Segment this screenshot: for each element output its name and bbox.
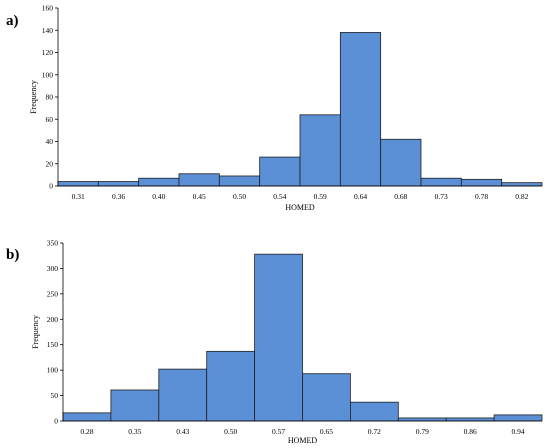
y-tick-label: 200	[47, 315, 59, 324]
x-tick-label: 0.86	[464, 427, 477, 436]
chart-panel-b: 0 50 100 150 200 250 300 350 0.28 0.35 0.43 0.50 0.5…	[6, 239, 543, 445]
x-axis-label: HOMED	[288, 436, 318, 445]
y-axis-label: Frequency	[31, 315, 40, 349]
bar-0.73	[420, 177, 462, 187]
bar-0.31	[57, 181, 99, 187]
y-tick-label: 40	[46, 137, 54, 146]
bar-0.72	[349, 401, 399, 422]
panel-label: a)	[6, 13, 19, 29]
y-tick-label: 0	[54, 417, 58, 426]
bar-0.86	[445, 417, 495, 422]
x-tick-label: 0.68	[394, 192, 407, 201]
bar-0.40	[138, 177, 180, 187]
x-axis-label: HOMED	[285, 203, 315, 212]
panel-label: b)	[6, 247, 19, 263]
bar-0.59	[299, 114, 341, 187]
y-tick-label: 100	[47, 366, 59, 375]
bar-0.57	[254, 253, 303, 422]
y-tick-label: 350	[47, 239, 59, 248]
y-tick-label: 150	[47, 340, 59, 349]
bar-0.50	[206, 350, 255, 422]
bar-0.64	[339, 32, 382, 187]
bar-0.94	[493, 414, 543, 422]
bar-0.65	[302, 373, 351, 422]
x-tick-label: 0.65	[320, 427, 333, 436]
bar-0.35	[110, 389, 160, 422]
y-tick-label: 120	[42, 48, 54, 57]
y-tick-label: 80	[46, 93, 54, 102]
x-tick-label: 0.28	[80, 427, 93, 436]
y-tick-label: 100	[42, 70, 54, 79]
y-tick-label: 60	[46, 115, 54, 124]
x-tick-label: 0.35	[128, 427, 141, 436]
y-tick-label: 160	[42, 4, 54, 13]
bar-0.28	[62, 412, 112, 422]
x-tick-label: 0.78	[475, 192, 488, 201]
y-tick-label: 0	[49, 182, 53, 191]
x-tick-label: 0.50	[233, 192, 246, 201]
y-tick-label: 250	[47, 289, 59, 298]
x-tick-label: 0.94	[511, 427, 524, 436]
x-tick-label: 0.50	[224, 427, 237, 436]
y-tick-label: 20	[46, 159, 54, 168]
x-tick-label: 0.36	[112, 192, 125, 201]
bar-0.54	[259, 156, 301, 187]
x-tick-label: 0.82	[515, 192, 528, 201]
y-axis-label: Frequency	[29, 80, 38, 114]
chart-panel-a: 0 20 40 60 80 100 120 140 160 0.31 0.36 0.40 0.45 0.5…	[6, 4, 543, 212]
y-tick-label: 300	[47, 264, 59, 273]
x-tick-label: 0.31	[72, 192, 85, 201]
x-tick-label: 0.40	[152, 192, 165, 201]
bar-0.68	[380, 138, 422, 187]
bar-0.50	[218, 175, 261, 187]
bar-0.78	[460, 178, 503, 187]
x-tick-label: 0.45	[193, 192, 206, 201]
x-tick-label: 0.54	[273, 192, 286, 201]
bar-0.82	[501, 182, 543, 187]
y-tick-label: 140	[42, 26, 54, 35]
bar-0.36	[97, 181, 140, 187]
x-tick-label: 0.73	[435, 192, 448, 201]
x-tick-label: 0.79	[416, 427, 429, 436]
x-tick-label: 0.59	[314, 192, 327, 201]
x-tick-label: 0.43	[176, 427, 189, 436]
x-tick-label: 0.72	[368, 427, 381, 436]
x-tick-label: 0.64	[354, 192, 367, 201]
bar-0.45	[178, 173, 220, 187]
bar-0.79	[397, 417, 447, 422]
bar-0.43	[158, 368, 208, 422]
y-tick-label: 50	[51, 391, 59, 400]
x-tick-label: 0.57	[272, 427, 285, 436]
